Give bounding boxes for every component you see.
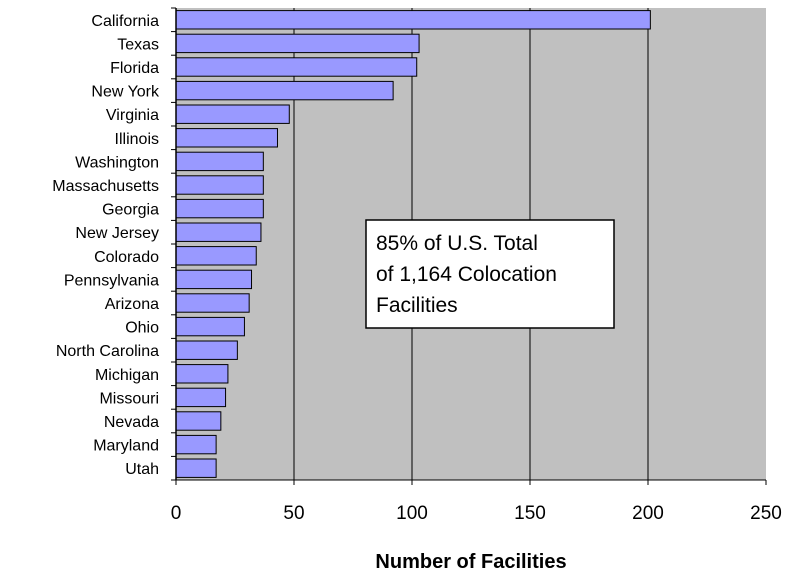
annotation-line-3: Facilities <box>376 294 458 317</box>
category-label: Virginia <box>106 107 159 124</box>
category-label: Maryland <box>93 438 159 455</box>
category-label: Arizona <box>105 296 159 313</box>
category-label: California <box>91 13 159 30</box>
bar-florida <box>175 57 418 77</box>
x-tick-label: 100 <box>396 503 428 524</box>
x-tick-label: 0 <box>171 503 182 524</box>
category-label: New Jersey <box>75 225 159 242</box>
x-tick-label: 50 <box>283 503 304 524</box>
bar-pennsylvania <box>175 269 253 290</box>
bar-virginia <box>175 104 290 124</box>
bar-missouri <box>175 387 227 408</box>
x-tick-label: 200 <box>632 503 664 524</box>
bar-maryland <box>175 434 217 455</box>
bar-new-york <box>175 80 394 101</box>
annotation-frame <box>365 219 615 329</box>
category-label: Nevada <box>104 414 159 431</box>
category-label: Massachusetts <box>52 178 159 195</box>
bar-colorado <box>175 246 257 266</box>
category-label: Michigan <box>95 367 159 384</box>
x-tick-label: 150 <box>514 503 546 524</box>
bar-north-carolina <box>175 340 238 360</box>
category-label: Washington <box>75 154 159 171</box>
category-label: Ohio <box>125 320 159 337</box>
category-label: Utah <box>125 461 159 478</box>
category-label: New York <box>91 84 160 101</box>
annotation-line-1: 85% of U.S. Total <box>376 232 538 255</box>
bar-georgia <box>175 198 264 219</box>
bar-nevada <box>175 411 222 431</box>
category-label: Missouri <box>99 390 159 407</box>
bar-new-jersey <box>175 222 262 242</box>
category-labels: California Texas Florida New York Virginia Il… <box>52 7 176 481</box>
category-label: Georgia <box>102 202 159 219</box>
category-label: Illinois <box>115 131 159 148</box>
category-label: Texas <box>117 36 159 53</box>
category-label: North Carolina <box>56 343 159 360</box>
x-axis-title: Number of Facilities <box>375 551 566 573</box>
bar-illinois <box>175 128 278 148</box>
bars <box>175 10 651 478</box>
x-tick-labels: 0 50 100 150 200 250 <box>171 480 782 524</box>
bar-ohio <box>175 316 245 337</box>
bar-washington <box>175 151 264 172</box>
annotation-box: 85% of U.S. Total of 1,164 Colocation Fa… <box>365 219 615 329</box>
bar-michigan <box>175 364 229 384</box>
annotation-line-2: of 1,164 Colocation <box>376 263 557 286</box>
category-label: Florida <box>110 60 159 77</box>
bar-utah <box>175 458 217 478</box>
x-tick-label: 250 <box>750 503 782 524</box>
category-label: Pennsylvania <box>64 272 159 289</box>
bar-massachusetts <box>175 175 264 195</box>
bar-texas <box>175 33 420 54</box>
bar-california <box>175 10 651 30</box>
category-label: Colorado <box>94 249 159 266</box>
bar-arizona <box>175 293 250 313</box>
